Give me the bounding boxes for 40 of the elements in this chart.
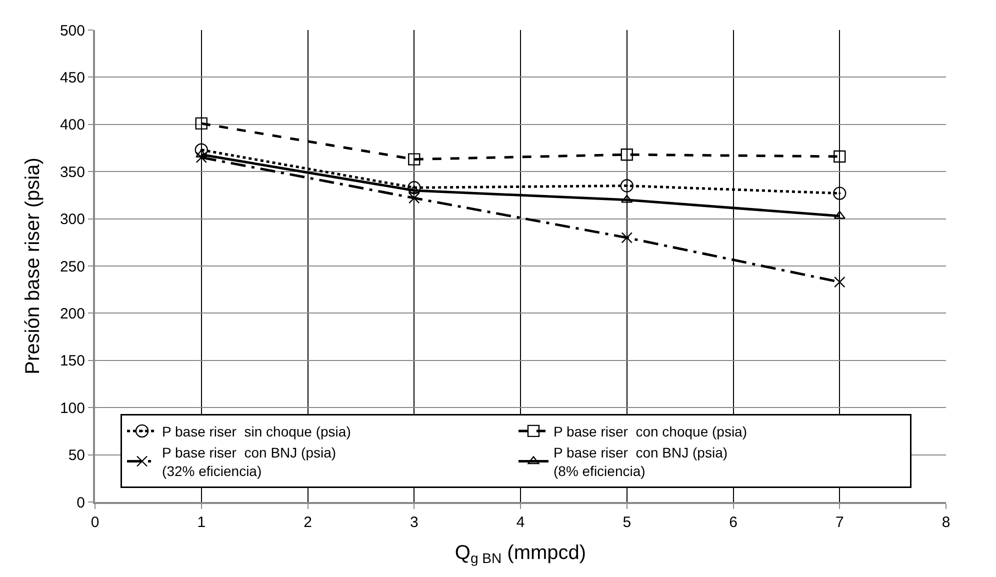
x-tick-label: 6 [729, 514, 738, 531]
y-tick-label: 250 [60, 258, 85, 276]
y-tick-label: 350 [60, 164, 85, 181]
y-tick-label: 500 [60, 22, 85, 40]
point [620, 179, 634, 192]
point [195, 117, 208, 130]
x-tick-label: 2 [304, 514, 312, 531]
point [620, 148, 633, 161]
point [621, 232, 632, 244]
point [196, 152, 207, 164]
point [408, 153, 420, 166]
y-tick-label: 300 [60, 211, 85, 228]
legend-label: P base riser con choque (psia) [553, 423, 748, 440]
point [833, 186, 846, 200]
y-tick-label: 400 [60, 116, 85, 134]
legend-label: P base riser con BNJ (psia) (8% eficiencia) [553, 444, 728, 479]
x-tick-label: 8 [942, 514, 950, 531]
legend-label: P base riser con BNJ (psia) (32% eficiencia) [162, 444, 336, 479]
y-tick-label: 0 [76, 494, 85, 512]
x-tick-label: 0 [90, 514, 100, 531]
y-tick-label: 200 [60, 305, 85, 322]
point [621, 194, 633, 203]
x-tick-label: 7 [835, 514, 844, 531]
point [834, 276, 846, 288]
y-tick-label: 50 [68, 447, 85, 464]
point [834, 210, 846, 219]
point [194, 143, 208, 156]
point [834, 150, 846, 163]
y-axis-title: Presión base riser (psia) [22, 158, 44, 374]
y-tick-label: 150 [60, 352, 85, 370]
x-tick-label: 1 [197, 514, 206, 531]
y-tick-label: 100 [60, 400, 85, 417]
x-tick-label: 5 [622, 514, 632, 531]
legend-label: P base riser sin choque (psia) [162, 423, 351, 440]
x-tick-label: 3 [410, 514, 418, 531]
x-axis-title: Q$_{g BN}$ (mmpcd) [454, 542, 586, 566]
point [408, 192, 420, 204]
y-tick-label: 450 [60, 69, 85, 86]
x-tick-label: 4 [516, 514, 525, 531]
point [408, 181, 421, 194]
